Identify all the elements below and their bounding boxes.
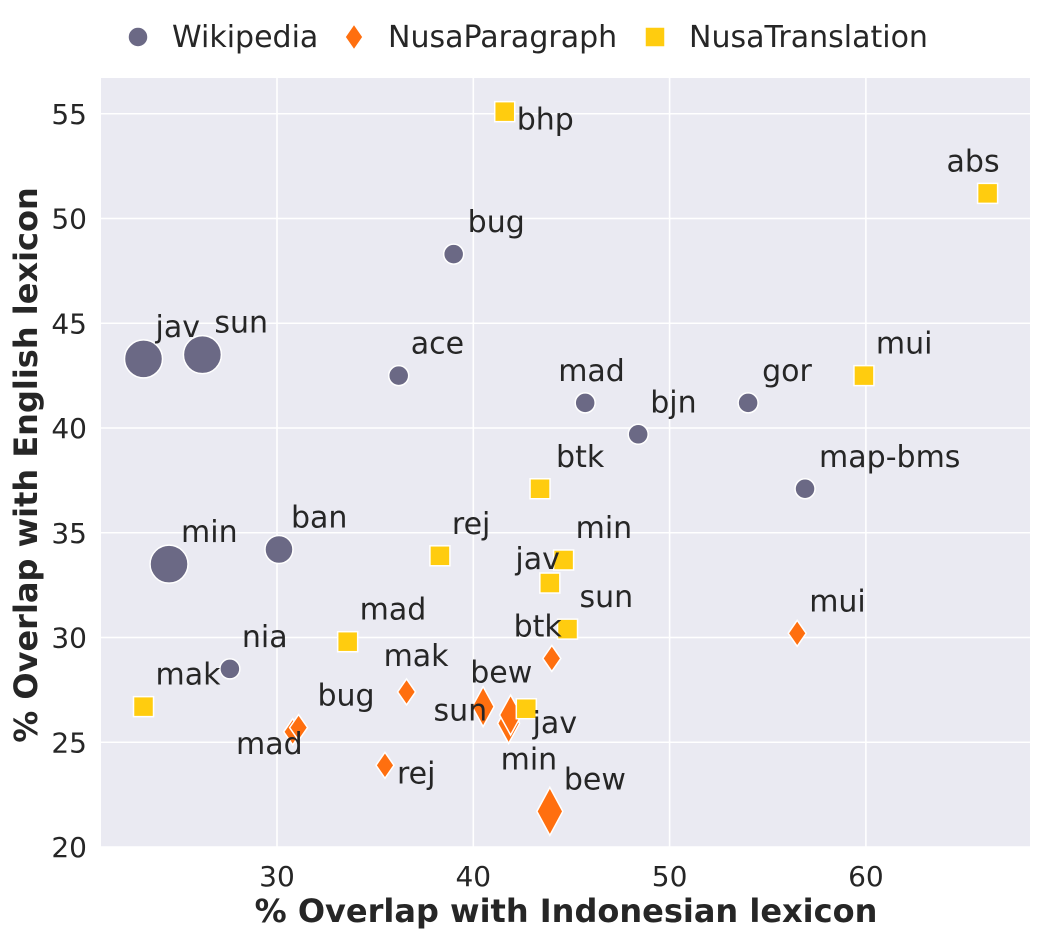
nusaparagraph-point — [396, 677, 417, 707]
point-label: bug — [317, 679, 374, 714]
wikipedia-point — [627, 423, 649, 446]
point-label: bug — [468, 205, 525, 240]
nusatranslation-point — [552, 549, 575, 571]
point-label: mad — [558, 354, 625, 389]
nusatranslation-point — [976, 182, 999, 205]
point-label: jav — [532, 706, 577, 741]
y-tick-label: 20 — [51, 831, 87, 864]
x-tick-label: 30 — [259, 860, 295, 893]
x-tick-label: 50 — [652, 860, 688, 893]
nusatranslation-point — [429, 545, 451, 567]
nusatranslation-point — [493, 100, 516, 123]
point-label: btk — [556, 440, 605, 475]
legend-entry: Wikipedia — [172, 20, 318, 55]
point-label: rej — [397, 756, 435, 791]
point-label: min — [181, 515, 238, 550]
wikipedia-point — [264, 534, 294, 565]
y-tick-label: 50 — [51, 203, 87, 236]
legend: Wikipedia NusaParagraph NusaTranslation — [127, 20, 928, 55]
nusatranslation-point — [853, 364, 875, 387]
nusatranslation-point — [336, 630, 359, 653]
point-label: mui — [876, 327, 933, 362]
nusaparagraph-point — [536, 785, 564, 837]
point-label: nia — [242, 620, 288, 655]
y-tick-label: 40 — [51, 412, 87, 445]
point-label: min — [576, 511, 633, 546]
x-tick-label: 40 — [455, 860, 491, 893]
nusaparagraph-point — [344, 22, 364, 52]
nusatranslation-point — [556, 618, 579, 640]
point-label: min — [501, 742, 558, 777]
nusatranslation-point — [132, 695, 155, 718]
wikipedia-point — [127, 26, 149, 48]
nusaparagraph-point — [787, 618, 808, 648]
y-tick-label: 30 — [51, 622, 87, 655]
legend-entry: NusaTranslation — [689, 20, 928, 55]
point-label: btk — [514, 609, 563, 644]
wikipedia-point — [182, 334, 223, 375]
x-tick-label: 60 — [848, 860, 884, 893]
point-label: map-bms — [819, 440, 960, 475]
wikipedia-point — [442, 243, 465, 265]
point-label: ace — [411, 327, 464, 362]
point-label: mak — [384, 639, 450, 674]
nusatranslation-point — [539, 572, 561, 594]
point-label: bjn — [650, 385, 696, 420]
y-tick-label: 25 — [51, 726, 87, 759]
legend-entry: NusaParagraph — [388, 20, 617, 55]
point-label: sun — [580, 580, 634, 615]
point-label: bhp — [517, 103, 574, 138]
point-label: sun — [214, 306, 268, 341]
nusaparagraph-point — [471, 685, 495, 729]
point-label: jav — [155, 310, 200, 345]
grid — [101, 78, 1030, 848]
point-label: jav — [514, 542, 559, 577]
nusaparagraph-point — [288, 713, 309, 742]
wikipedia-point — [123, 339, 164, 379]
y-tick-label: 55 — [51, 98, 87, 131]
axis-ticks: 30 40 50 60 20 25 30 35 40 45 50 55 — [51, 98, 883, 893]
point-label: mak — [156, 658, 222, 693]
point-label: ban — [291, 501, 347, 536]
point-label: mad — [360, 593, 427, 628]
wikipedia-point — [149, 544, 189, 584]
point-label: bew — [470, 656, 532, 691]
point-label: gor — [762, 354, 812, 389]
nusatranslation-point — [515, 697, 538, 720]
y-axis-title: % Overlap with English lexicon — [7, 187, 45, 743]
wikipedia-point — [219, 658, 241, 680]
x-axis-title: % Overlap with Indonesian lexicon — [255, 892, 878, 930]
plot-background — [101, 78, 1030, 847]
point-label: abs — [947, 144, 1000, 179]
nusatranslation-point — [644, 26, 666, 48]
point-label: mad — [236, 727, 303, 762]
nusatranslation-point — [529, 478, 551, 500]
wikipedia-point — [574, 392, 596, 414]
y-tick-label: 45 — [51, 307, 87, 340]
y-tick-label: 35 — [51, 517, 87, 550]
wikipedia-point — [737, 392, 759, 414]
nusaparagraph-point — [375, 750, 395, 780]
point-label: sun — [433, 694, 487, 729]
point-label: mui — [809, 584, 866, 619]
point-label: rej — [452, 507, 490, 542]
wikipedia-point — [387, 364, 410, 387]
wikipedia-point — [794, 478, 816, 500]
nusaparagraph-point — [541, 644, 562, 673]
point-label: bew — [564, 762, 626, 797]
data-points — [123, 100, 999, 837]
